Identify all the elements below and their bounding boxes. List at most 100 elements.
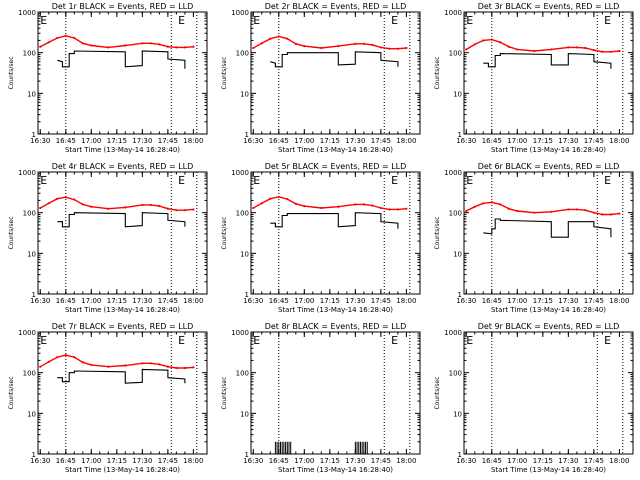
y-axis-label: Counts/sec xyxy=(221,376,228,409)
lld-point xyxy=(90,205,93,208)
y-tick-label: 1 xyxy=(32,451,36,459)
lld-point xyxy=(252,206,255,210)
x-tick-label: 16:30 xyxy=(243,137,263,145)
lld-point xyxy=(183,366,186,370)
lld-point xyxy=(64,196,67,199)
detector-panel: Det 8r BLACK = Events, RED = LLD 1 10 100 10… xyxy=(221,322,421,474)
y-tick-label: 1000 xyxy=(18,169,36,177)
x-tick-label: 17:45 xyxy=(158,137,178,145)
e-marker-label: E xyxy=(253,174,260,187)
x-tick-label: 16:45 xyxy=(482,137,502,145)
plot-frame xyxy=(37,331,208,455)
lld-point xyxy=(260,202,263,205)
events-rate-line xyxy=(483,218,612,238)
y-tick-label: 1 xyxy=(245,131,249,139)
events-rate-line xyxy=(270,212,399,229)
y-tick-label: 1000 xyxy=(18,9,36,17)
x-tick-label: 18:00 xyxy=(396,137,416,145)
x-tick-label: 18:00 xyxy=(396,297,416,305)
x-tick-label: 16:30 xyxy=(243,457,263,465)
lld-point xyxy=(516,209,519,213)
lld-point xyxy=(56,356,59,359)
x-axis-label: Start Time (13-May-14 16:28:40) xyxy=(278,306,393,314)
x-tick-label: 17:00 xyxy=(507,137,527,145)
lld-point xyxy=(490,201,493,204)
detector-panel: Det 2r BLACK = Events, RED = LLD 1 10 100 10… xyxy=(221,2,421,154)
lld-rate-line xyxy=(39,196,194,211)
y-tick-label: 100 xyxy=(23,210,36,218)
y-tick-label: 10 xyxy=(453,410,462,418)
lld-point xyxy=(303,205,306,208)
x-tick-label: 16:45 xyxy=(269,457,289,465)
lld-point xyxy=(533,49,536,53)
lld-point xyxy=(141,42,144,45)
lld-point xyxy=(379,206,382,210)
lld-point xyxy=(396,47,399,50)
lld-point xyxy=(592,211,595,214)
lld-point xyxy=(149,42,152,45)
y-tick-label: 1000 xyxy=(444,169,462,177)
lld-point xyxy=(124,44,127,47)
x-tick-label: 17:45 xyxy=(371,137,391,145)
e-marker-label: E xyxy=(604,174,611,187)
x-axis-label: Start Time (13-May-14 16:28:40) xyxy=(65,306,180,314)
lld-point xyxy=(56,36,59,40)
plot-frame xyxy=(250,11,421,135)
x-tick-label: 16:45 xyxy=(56,297,76,305)
y-tick-label: 10 xyxy=(453,250,462,258)
lld-point xyxy=(277,35,280,38)
detector-panel: Det 5r BLACK = Events, RED = LLD 1 10 100 10… xyxy=(221,162,421,314)
plot-frame xyxy=(250,331,421,455)
lld-point xyxy=(473,43,476,46)
x-tick-label: 17:15 xyxy=(533,137,553,145)
lld-point xyxy=(158,43,161,46)
lld-rate-line xyxy=(465,201,620,216)
events-rate-line xyxy=(57,368,186,384)
x-tick-label: 18:00 xyxy=(183,297,203,305)
lld-point xyxy=(303,45,306,48)
lld-point xyxy=(252,46,255,50)
lld-point xyxy=(124,206,127,209)
detector-panel: Det 1r BLACK = Events, RED = LLD 1 10 100 10… xyxy=(8,2,208,154)
e-marker-label: E xyxy=(178,334,185,347)
lld-point xyxy=(192,45,195,48)
y-tick-label: 100 xyxy=(23,370,36,378)
y-axis-label: Counts/sec xyxy=(8,376,15,409)
x-tick-label: 17:30 xyxy=(132,137,152,145)
plot-frame xyxy=(463,331,634,455)
y-tick-label: 10 xyxy=(240,90,249,98)
lld-point xyxy=(107,46,110,49)
lld-point xyxy=(584,46,587,50)
y-tick-label: 1000 xyxy=(231,329,249,337)
x-tick-label: 16:30 xyxy=(456,137,476,145)
x-tick-label: 17:45 xyxy=(371,457,391,465)
panel-title: Det 1r BLACK = Events, RED = LLD xyxy=(52,2,194,11)
plot-frame xyxy=(463,171,634,295)
y-tick-label: 1 xyxy=(245,451,249,459)
y-tick-label: 1 xyxy=(32,291,36,299)
lld-point xyxy=(39,365,42,368)
detector-panel: Det 6r BLACK = Events, RED = LLD 1 10 100 10… xyxy=(434,162,634,314)
panel-title: Det 8r BLACK = Events, RED = LLD xyxy=(265,322,407,331)
events-rate-line xyxy=(57,212,186,228)
lld-point xyxy=(320,46,323,50)
lld-point xyxy=(618,49,621,53)
x-tick-label: 16:30 xyxy=(30,137,50,145)
x-tick-label: 16:45 xyxy=(482,457,502,465)
lld-point xyxy=(388,47,391,50)
lld-rate-line xyxy=(252,196,407,211)
e-marker-label: E xyxy=(466,334,473,347)
x-tick-label: 18:00 xyxy=(609,137,629,145)
x-tick-label: 16:45 xyxy=(269,137,289,145)
lld-point xyxy=(64,354,67,357)
x-tick-label: 17:30 xyxy=(345,297,365,305)
x-tick-label: 17:15 xyxy=(320,297,340,305)
x-tick-label: 17:00 xyxy=(507,297,527,305)
x-tick-label: 17:00 xyxy=(294,137,314,145)
lld-point xyxy=(166,45,169,48)
lld-point xyxy=(81,361,84,364)
lld-rate-line xyxy=(39,35,194,49)
x-tick-label: 17:30 xyxy=(345,457,365,465)
x-tick-label: 16:30 xyxy=(243,297,263,305)
lld-point xyxy=(90,363,93,367)
